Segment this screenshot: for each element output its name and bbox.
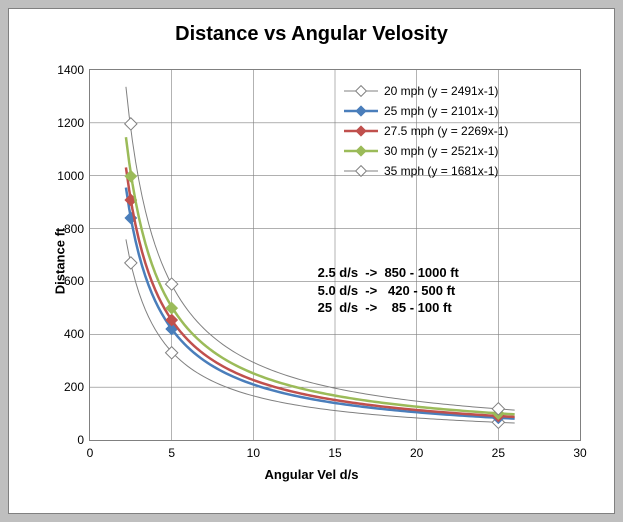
x-tick: 5 [168,440,175,460]
x-tick: 20 [410,440,423,460]
legend-item: 25 mph (y = 2101x-1) [344,101,508,121]
legend-item: 20 mph (y = 2491x-1) [344,81,508,101]
legend-label: 20 mph (y = 2491x-1) [384,84,498,98]
legend-label: 25 mph (y = 2101x-1) [384,104,498,118]
annotation-box: 2.5 d/s -> 850 - 1000 ft 5.0 d/s -> 420 … [314,264,459,317]
x-tick: 30 [573,440,586,460]
y-tick: 800 [64,222,90,236]
y-tick: 400 [64,327,90,341]
x-tick: 15 [328,440,341,460]
legend-label: 30 mph (y = 2521x-1) [384,144,498,158]
x-axis-label: Angular Vel d/s [9,467,614,482]
legend-item: 27.5 mph (y = 2269x-1) [344,121,508,141]
y-tick: 200 [64,380,90,394]
y-tick: 1000 [57,169,90,183]
chart-panel: Distance vs Angular Velosity Distance ft… [8,8,615,514]
x-tick: 0 [87,440,94,460]
chart-title: Distance vs Angular Velosity [9,23,614,46]
chart-outer: Distance vs Angular Velosity Distance ft… [0,0,623,522]
legend-swatch [344,125,378,137]
legend-label: 27.5 mph (y = 2269x-1) [384,124,508,138]
y-tick: 600 [64,274,90,288]
y-tick: 1400 [57,63,90,77]
y-tick: 1200 [57,116,90,130]
x-tick: 10 [247,440,260,460]
legend-item: 35 mph (y = 1681x-1) [344,161,508,181]
legend-swatch [344,165,378,177]
legend-label: 35 mph (y = 1681x-1) [384,164,498,178]
legend-swatch [344,85,378,97]
legend-swatch [344,145,378,157]
legend: 20 mph (y = 2491x-1) 25 mph (y = 2101x-1)… [344,81,508,181]
legend-item: 30 mph (y = 2521x-1) [344,141,508,161]
x-tick: 25 [492,440,505,460]
legend-swatch [344,105,378,117]
